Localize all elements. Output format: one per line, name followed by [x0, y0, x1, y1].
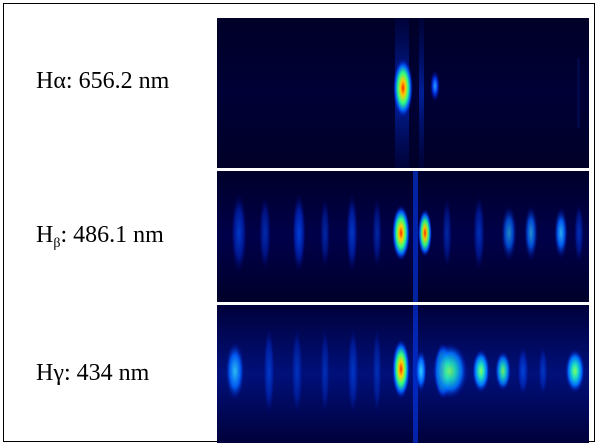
label-suffix: α: 656.2 nm: [53, 68, 170, 94]
label-subscript: β: [53, 236, 61, 251]
label-suffix: : 486.1 nm: [60, 222, 164, 248]
line-label-h-beta: Hβ: 486.1 nm: [36, 222, 164, 251]
spectra-figure: Hα: 656.2 nm: [3, 3, 595, 443]
line-label-h-alpha: Hα: 656.2 nm: [36, 68, 169, 95]
label-prefix: H: [36, 68, 54, 94]
spectrum-image-h-gamma: [217, 305, 589, 443]
label-suffix: γ: 434 nm: [53, 360, 150, 386]
spectrum-image-h-beta: [217, 171, 589, 302]
label-prefix: H: [36, 222, 54, 248]
line-label-h-gamma: Hγ: 434 nm: [36, 360, 149, 387]
label-prefix: H: [36, 360, 54, 386]
spectrum-image-h-alpha: [217, 18, 589, 168]
